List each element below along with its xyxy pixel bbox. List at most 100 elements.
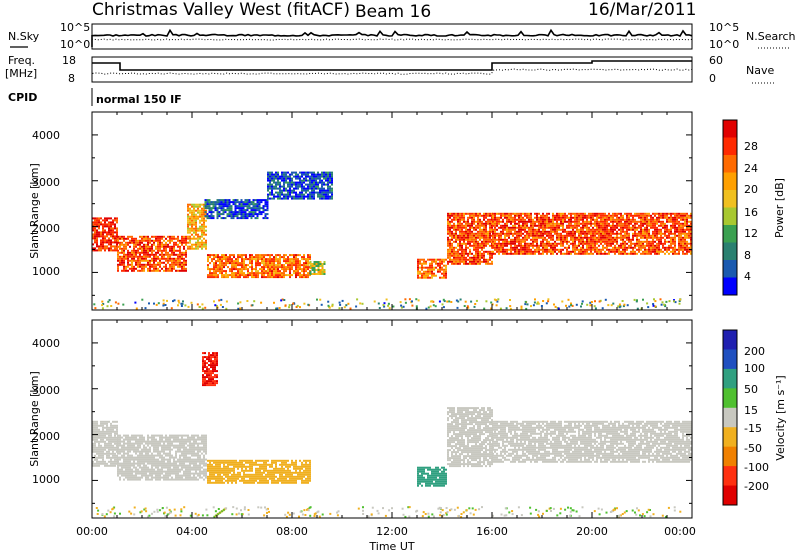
- range-gate-cell: [453, 218, 455, 221]
- range-gate-cell: [269, 266, 271, 269]
- range-gate-cell: [233, 268, 235, 271]
- range-gate-cell: [287, 197, 289, 200]
- range-gate-cell: [173, 249, 175, 252]
- range-gate-cell: [204, 215, 207, 218]
- range-gate-cell: [319, 181, 321, 184]
- range-gate-cell: [457, 244, 459, 247]
- range-gate-cell: [475, 260, 477, 263]
- range-gate-cell: [264, 205, 267, 208]
- range-gate-cell: [108, 241, 110, 244]
- range-gate-cell: [153, 263, 155, 266]
- range-gate-cell: [262, 211, 265, 214]
- range-gate-cell: [285, 260, 287, 263]
- range-gate-cell: [588, 238, 590, 241]
- range-gate-cell: [572, 248, 574, 251]
- range-gate-cell: [604, 224, 606, 227]
- range-gate-cell: [419, 270, 421, 273]
- range-gate-cell: [451, 218, 453, 221]
- range-gate-cell: [586, 248, 588, 251]
- range-gate-cell: [98, 225, 100, 228]
- range-gate-cell: [289, 173, 291, 176]
- range-gate-cell: [331, 191, 333, 194]
- range-gate-cell: [512, 228, 514, 231]
- range-gate-cell: [602, 244, 604, 247]
- range-gate-cell: [562, 242, 564, 245]
- range-gate-cell: [506, 252, 508, 255]
- range-gate-cell: [199, 219, 201, 222]
- range-gate-cell: [598, 224, 600, 227]
- range-gate-cell: [267, 177, 269, 180]
- range-gate-cell: [299, 268, 301, 271]
- range-gate-cell: [433, 260, 435, 263]
- range-gate-cell: [467, 232, 469, 235]
- range-gate-cell: [542, 232, 544, 235]
- range-gate-cell: [558, 238, 560, 241]
- range-gate-cell: [429, 276, 431, 279]
- range-gate-cell: [92, 249, 94, 252]
- range-gate-cell: [556, 234, 558, 237]
- range-gate-cell: [672, 218, 674, 221]
- range-gate-cell: [220, 199, 223, 202]
- range-gate-cell: [492, 246, 494, 249]
- range-gate-cell: [311, 195, 313, 198]
- range-gate-cell: [530, 228, 532, 231]
- range-gate-cell: [489, 244, 491, 247]
- range-gate-cell: [532, 244, 534, 247]
- range-gate-cell: [133, 267, 135, 270]
- range-gate-cell: [317, 271, 320, 273]
- range-gate-cell: [323, 269, 326, 271]
- range-gate-cell: [271, 187, 273, 190]
- range-gate-cell: [447, 216, 449, 219]
- range-gate-cell: [496, 242, 498, 245]
- range-gate-cell: [257, 276, 259, 279]
- range-gate-cell: [331, 187, 333, 190]
- range-gate-cell: [211, 276, 213, 279]
- range-gate-cell: [586, 244, 588, 247]
- range-gate-cell: [102, 233, 104, 236]
- range-gate-cell: [485, 236, 487, 239]
- range-gate-cell: [554, 244, 556, 247]
- range-gate-cell: [329, 195, 331, 198]
- range-gate-cell: [588, 222, 590, 225]
- range-gate-cell: [139, 235, 141, 238]
- range-gate-cell: [441, 258, 443, 261]
- range-gate-cell: [149, 247, 151, 250]
- range-gate-cell: [100, 247, 102, 250]
- range-gate-cell: [193, 215, 195, 218]
- range-gate-cell: [255, 274, 257, 277]
- range-gate-cell: [686, 248, 688, 251]
- range-gate-cell: [500, 214, 502, 217]
- range-gate-cell: [208, 209, 211, 212]
- range-gate-cell: [556, 216, 558, 219]
- range-gate-cell: [295, 173, 297, 176]
- range-gate-cell: [664, 234, 666, 237]
- range-gate-cell: [508, 242, 510, 245]
- range-gate-cell: [574, 242, 576, 245]
- range-gate-cell: [331, 171, 333, 174]
- range-gate-cell: [163, 255, 165, 258]
- range-gate-cell: [522, 252, 524, 255]
- range-gate-cell: [526, 212, 528, 215]
- range-gate-cell: [516, 248, 518, 251]
- range-gate-cell: [292, 302, 295, 305]
- range-gate-cell: [510, 238, 512, 241]
- range-gate-cell: [155, 251, 157, 254]
- range-gate-cell: [596, 238, 598, 241]
- range-gate-cell: [106, 438, 108, 441]
- range-gate-cell: [218, 215, 221, 218]
- range-gate-cell: [598, 238, 600, 241]
- range-gate-cell: [656, 232, 658, 235]
- range-gate-cell: [518, 220, 520, 223]
- range-gate-cell: [504, 248, 506, 251]
- range-gate-cell: [203, 243, 205, 246]
- range-gate-cell: [210, 211, 213, 214]
- range-gate-cell: [313, 183, 315, 186]
- range-gate-cell: [242, 205, 245, 208]
- range-gate-cell: [670, 236, 672, 239]
- range-gate-cell: [617, 305, 620, 308]
- range-gate-cell: [584, 224, 586, 227]
- range-gate-cell: [453, 250, 455, 253]
- range-gate-cell: [229, 270, 231, 273]
- range-gate-cell: [279, 256, 281, 259]
- range-gate-cell: [556, 236, 558, 239]
